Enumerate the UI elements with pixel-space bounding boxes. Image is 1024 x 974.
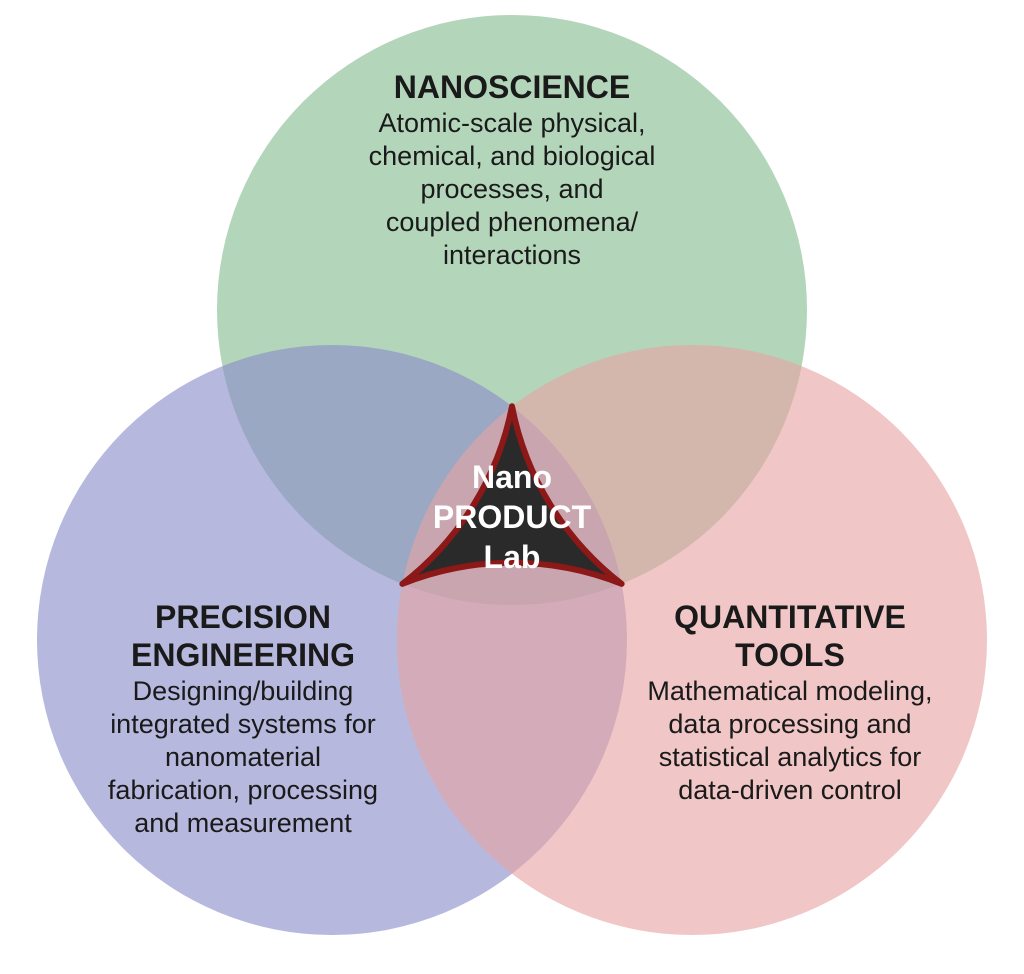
venn-label-quantitative-tools: QUANTITATIVETOOLSMathematical modeling,d… <box>647 599 932 805</box>
venn-desc-line: coupled phenomena/ <box>386 207 639 237</box>
venn-desc-line: Mathematical modeling, <box>647 676 932 706</box>
venn-desc-line: data-driven control <box>678 775 902 805</box>
venn-desc-line: statistical analytics for <box>659 742 922 772</box>
venn-title-quantitative-tools: TOOLS <box>735 637 845 673</box>
venn-diagram: NANOSCIENCEAtomic-scale physical,chemica… <box>0 0 1024 974</box>
venn-title-nanoscience: NANOSCIENCE <box>394 69 630 105</box>
venn-desc-line: Designing/building <box>133 676 354 706</box>
venn-desc-line: nanomaterial <box>165 742 321 772</box>
venn-desc-line: and measurement <box>134 808 352 838</box>
venn-center-label: Nano <box>472 459 552 495</box>
venn-center-label: Lab <box>484 539 541 575</box>
venn-desc-line: chemical, and biological <box>369 141 656 171</box>
venn-desc-line: fabrication, processing <box>108 775 378 805</box>
venn-center-label: PRODUCT <box>433 499 592 535</box>
venn-desc-line: interactions <box>443 240 581 270</box>
venn-desc-line: processes, and <box>420 174 603 204</box>
venn-title-quantitative-tools: QUANTITATIVE <box>674 599 906 635</box>
venn-title-precision-engineering: ENGINEERING <box>131 637 355 673</box>
venn-desc-line: data processing and <box>668 709 911 739</box>
venn-circle-quantitative-tools <box>397 345 987 935</box>
venn-desc-line: integrated systems for <box>110 709 376 739</box>
venn-desc-line: Atomic-scale physical, <box>378 108 645 138</box>
venn-title-precision-engineering: PRECISION <box>155 599 331 635</box>
